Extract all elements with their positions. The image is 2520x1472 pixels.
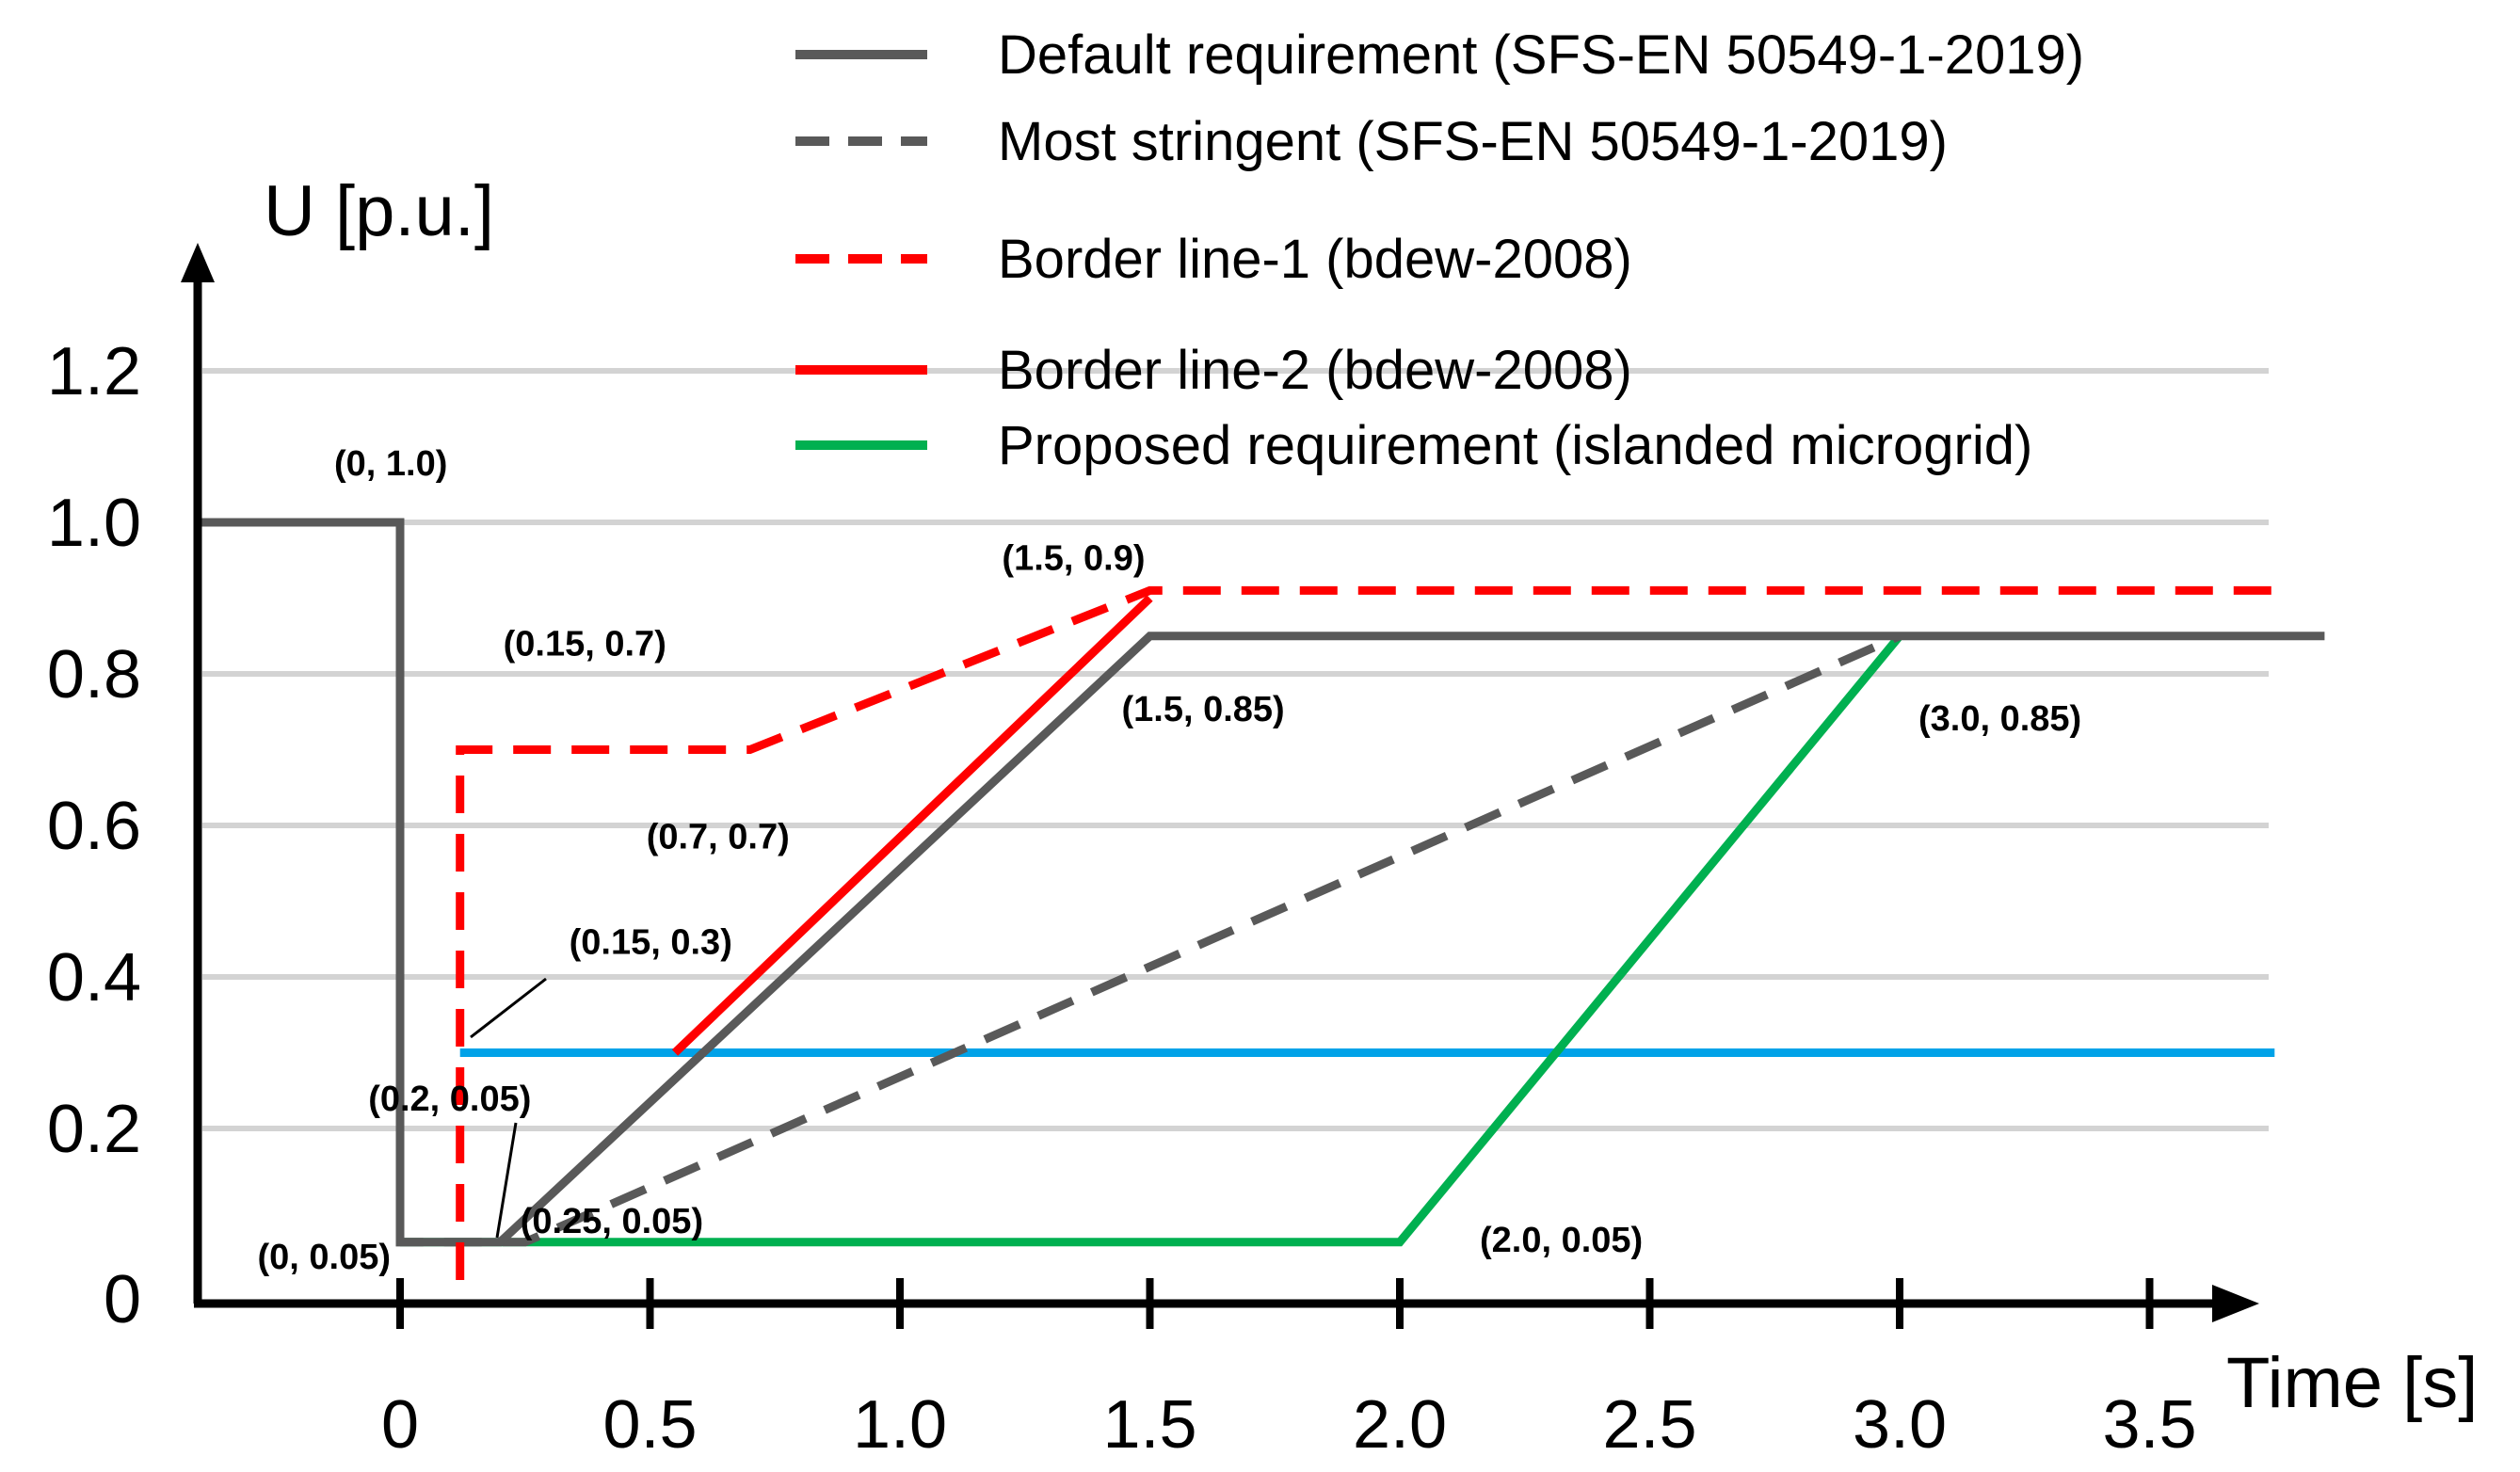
annotation-4: (1.5, 0.85) — [1122, 690, 1285, 729]
y-tick-label-4: 0.8 — [47, 637, 141, 712]
annotation-1: (0.15, 0.7) — [504, 625, 666, 664]
legend-label-default: Default requirement (SFS-EN 50549-1-2019… — [998, 24, 2084, 86]
leader-line-0.2-0.05 — [495, 1122, 518, 1239]
x-tick-label-6: 3.0 — [1853, 1387, 1947, 1463]
y-tick-label-5: 1.0 — [47, 486, 141, 561]
legend-label-border1: Border line-1 (bdew-2008) — [998, 229, 1632, 290]
y-axis-arrow — [181, 243, 215, 282]
series-line-border1 — [456, 585, 2275, 1280]
annotation-6: (0.15, 0.3) — [570, 923, 732, 963]
leader-line-0.15-0.3 — [470, 977, 547, 1039]
y-tick-label-1: 0.2 — [47, 1092, 141, 1167]
series-line-border2 — [671, 595, 1153, 1056]
y-tick-label-0: 0 — [104, 1262, 141, 1337]
x-tick-label-7: 3.5 — [2102, 1387, 2196, 1463]
point-annotations: (0, 1.0) (0.15, 0.7) (0.7, 0.7) (1.5, 0.9) (… — [257, 444, 2081, 1277]
x-axis-arrow — [2212, 1285, 2259, 1322]
y-tick-label-2: 0.4 — [47, 940, 141, 1016]
tick-labels: 0 0.5 1.0 1.5 2.0 2.5 3.0 3.5 0 0.2 0.4 0.6 0.8 1.0 1.… — [47, 334, 2197, 1463]
y-tick-label-6: 1.2 — [47, 334, 141, 409]
legend-label-proposed: Proposed requirement (islanded microgrid… — [998, 415, 2032, 476]
series-line-proposed — [400, 632, 1903, 1247]
y-tick-label-3: 0.6 — [47, 789, 141, 864]
legend-label-border2: Border line-2 (bdew-2008) — [998, 340, 1632, 401]
annotation-0: (0, 1.0) — [334, 444, 447, 484]
x-tick-label-3: 1.5 — [1102, 1387, 1196, 1463]
x-tick-label-0: 0 — [381, 1387, 419, 1463]
legend-label-stringent: Most stringent (SFS-EN 50549-1-2019) — [998, 111, 1948, 172]
series-layer — [200, 518, 2325, 1280]
gridlines — [202, 368, 2269, 1131]
x-tick-label-5: 2.5 — [1602, 1387, 1696, 1463]
axes — [181, 243, 2259, 1322]
annotation-5: (3.0, 0.85) — [1918, 699, 2081, 739]
x-tick-label-4: 2.0 — [1353, 1387, 1447, 1463]
annotation-7: (0.2, 0.05) — [368, 1080, 531, 1119]
annotation-2: (0.7, 0.7) — [647, 818, 790, 857]
annotation-3: (1.5, 0.9) — [1002, 539, 1145, 579]
legend: Default requirement (SFS-EN 50549-1-2019… — [795, 24, 2084, 476]
annotation-8: (0, 0.05) — [257, 1238, 391, 1277]
annotation-9: (0.25, 0.05) — [521, 1202, 703, 1241]
annotation-10: (2.0, 0.05) — [1480, 1221, 1643, 1260]
x-tick-label-1: 0.5 — [602, 1387, 697, 1463]
x-tick-label-2: 1.0 — [853, 1387, 947, 1463]
series-line-default — [200, 518, 2325, 1247]
y-axis-label: U [p.u.] — [264, 171, 494, 251]
x-axis-label: Time [s] — [2226, 1343, 2478, 1423]
